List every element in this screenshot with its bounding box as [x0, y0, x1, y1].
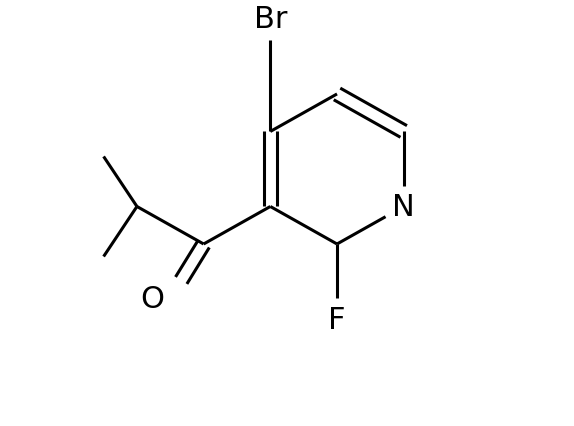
Text: F: F: [328, 305, 346, 334]
Text: O: O: [140, 284, 164, 313]
Text: N: N: [393, 193, 415, 222]
Text: Br: Br: [254, 6, 287, 35]
